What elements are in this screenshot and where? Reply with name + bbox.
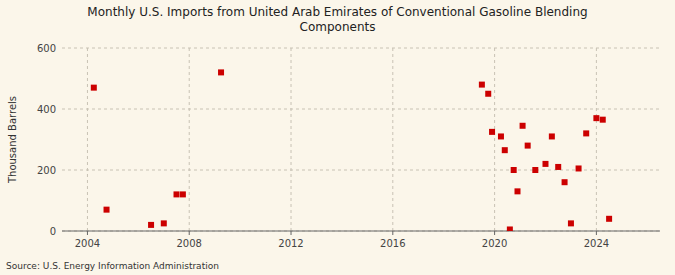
grid-line bbox=[494, 48, 495, 231]
tick-label: 2004 bbox=[75, 238, 100, 249]
point bbox=[542, 161, 548, 167]
grid-line bbox=[62, 48, 660, 49]
grid-line bbox=[87, 48, 88, 231]
tick-label: 400 bbox=[37, 104, 56, 115]
title: Monthly U.S. Imports from United Arab Em… bbox=[87, 5, 587, 34]
tick-label: 600 bbox=[37, 43, 56, 54]
point bbox=[520, 123, 526, 129]
point bbox=[568, 220, 574, 226]
x-axis bbox=[62, 231, 660, 232]
annotation: Source: U.S. Energy Information Administ… bbox=[6, 261, 219, 271]
grid-line bbox=[189, 48, 190, 231]
tick-label: 2016 bbox=[380, 238, 405, 249]
grid-line bbox=[291, 48, 292, 231]
chart: Monthly U.S. Imports from United Arab Em… bbox=[0, 0, 675, 275]
point bbox=[583, 130, 589, 136]
point bbox=[507, 226, 513, 231]
grid-line bbox=[392, 48, 393, 231]
grid-line bbox=[62, 231, 660, 232]
point bbox=[479, 82, 485, 88]
point bbox=[600, 117, 606, 123]
point bbox=[485, 91, 491, 97]
grid bbox=[62, 48, 660, 231]
tick-label: 2008 bbox=[177, 238, 202, 249]
tick-label: 200 bbox=[37, 165, 56, 176]
tick-mark bbox=[291, 231, 292, 235]
point bbox=[104, 207, 110, 213]
point bbox=[511, 167, 517, 173]
point bbox=[532, 167, 538, 173]
tick-mark bbox=[87, 231, 88, 235]
point bbox=[148, 222, 154, 228]
tick-mark bbox=[189, 231, 190, 235]
point bbox=[549, 133, 555, 139]
point bbox=[91, 85, 97, 91]
point bbox=[218, 69, 224, 75]
tick-label: 2024 bbox=[584, 238, 609, 249]
point bbox=[498, 133, 504, 139]
points bbox=[91, 69, 612, 231]
grid-line bbox=[62, 109, 660, 110]
grid-line bbox=[62, 170, 660, 171]
tick-mark bbox=[596, 231, 597, 235]
tick-mark bbox=[392, 231, 393, 235]
point bbox=[514, 188, 520, 194]
tick-mark bbox=[494, 231, 495, 235]
point bbox=[161, 220, 167, 226]
point bbox=[489, 129, 495, 135]
point bbox=[562, 179, 568, 185]
point bbox=[180, 191, 186, 197]
tick-label: 2012 bbox=[278, 238, 303, 249]
background bbox=[0, 0, 675, 275]
point bbox=[593, 115, 599, 121]
y-axis-label: Thousand Barrels bbox=[7, 96, 18, 184]
point bbox=[525, 143, 531, 149]
point bbox=[174, 191, 180, 197]
point bbox=[576, 165, 582, 171]
point bbox=[555, 164, 561, 170]
grid-line bbox=[596, 48, 597, 231]
point bbox=[606, 216, 612, 222]
tick-label: 2020 bbox=[482, 238, 507, 249]
tick-label: 0 bbox=[50, 226, 56, 237]
point bbox=[502, 147, 508, 153]
